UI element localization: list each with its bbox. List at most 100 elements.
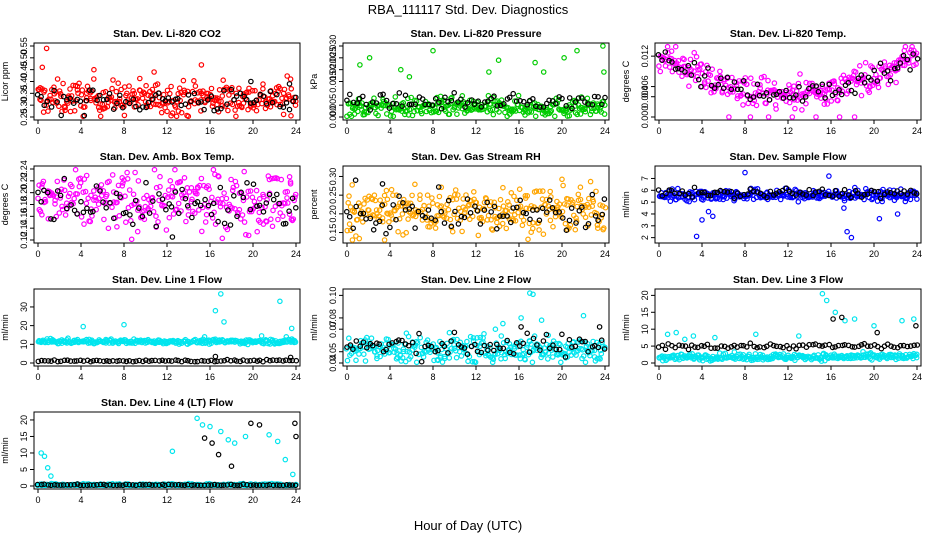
- outlier-point: [596, 324, 603, 330]
- y-tick-label: 15: [19, 431, 29, 441]
- data-point: [854, 190, 861, 197]
- data-point: [90, 357, 97, 364]
- data-point: [855, 187, 861, 194]
- x-tick-label: 0: [344, 372, 349, 382]
- data-point: [662, 346, 669, 353]
- data-point: [282, 200, 288, 207]
- data-point: [391, 349, 398, 356]
- data-point: [569, 344, 575, 350]
- data-point: [404, 348, 410, 355]
- data-point: [362, 358, 369, 364]
- data-point: [65, 100, 71, 106]
- x-tick-label: 16: [826, 372, 836, 382]
- outlier-point: [274, 438, 281, 445]
- data-point: [175, 95, 181, 102]
- data-point: [191, 482, 198, 488]
- data-point: [829, 92, 836, 99]
- data-point: [502, 109, 508, 116]
- data-point: [362, 211, 369, 217]
- outlier-point: [538, 317, 545, 324]
- data-point: [249, 87, 256, 94]
- x-tick-label: 4: [78, 372, 83, 382]
- data-point: [225, 107, 231, 114]
- data-point: [704, 62, 710, 69]
- data-point: [675, 57, 682, 64]
- data-point: [77, 482, 84, 489]
- data-point: [273, 191, 280, 198]
- data-point: [119, 183, 126, 189]
- data-point: [45, 482, 52, 488]
- data-point: [761, 73, 767, 80]
- data-point: [454, 336, 460, 343]
- data-point: [515, 92, 522, 99]
- data-point: [420, 354, 427, 360]
- data-point: [543, 209, 550, 216]
- data-point: [157, 183, 163, 190]
- data-point: [199, 228, 205, 235]
- data-point: [577, 111, 584, 117]
- y-tick-label: 0.14: [19, 219, 29, 237]
- points: [655, 290, 921, 364]
- data-point: [408, 101, 415, 108]
- outlier-point: [43, 45, 50, 52]
- data-point: [198, 357, 205, 364]
- data-point: [386, 219, 392, 225]
- data-point: [284, 73, 291, 79]
- data-point: [402, 92, 409, 99]
- data-point: [424, 337, 431, 343]
- data-point: [396, 193, 402, 200]
- data-point: [542, 349, 549, 355]
- data-point: [196, 207, 202, 213]
- data-point: [97, 113, 104, 120]
- data-point: [345, 200, 352, 206]
- data-point: [740, 102, 746, 108]
- data-point: [542, 202, 549, 208]
- data-point: [734, 86, 741, 93]
- data-point: [98, 193, 105, 199]
- data-point: [143, 357, 149, 364]
- data-point: [474, 334, 480, 341]
- x-tick-label: 16: [514, 372, 524, 382]
- data-point: [900, 52, 907, 59]
- data-point: [214, 199, 220, 205]
- points: [34, 45, 299, 120]
- outlier-point: [215, 451, 222, 458]
- data-point: [556, 201, 563, 208]
- y-tick-label: 10: [19, 448, 29, 458]
- data-point: [589, 102, 596, 108]
- outlier-point: [871, 322, 877, 329]
- data-point: [273, 357, 280, 364]
- outlier-point: [266, 431, 272, 438]
- data-point: [367, 107, 374, 113]
- data-point: [219, 235, 226, 242]
- data-point: [901, 62, 908, 69]
- data-point: [877, 195, 884, 202]
- series: [34, 78, 299, 119]
- data-point: [763, 100, 769, 107]
- data-point: [52, 201, 58, 207]
- data-point: [139, 213, 146, 220]
- outlier-point: [194, 415, 200, 422]
- data-point: [525, 110, 532, 116]
- data-point: [429, 200, 436, 207]
- data-point: [186, 189, 193, 195]
- data-point: [130, 358, 136, 365]
- data-point: [357, 210, 364, 217]
- data-point: [56, 88, 63, 94]
- y-axis-label: degrees C: [621, 60, 631, 102]
- outlier-point: [841, 205, 847, 211]
- y-tick-label: 10: [19, 339, 29, 349]
- data-point: [192, 83, 199, 89]
- data-point: [520, 209, 527, 216]
- data-point: [116, 213, 123, 219]
- data-point: [205, 97, 211, 103]
- x-tick-label: 4: [78, 495, 83, 505]
- data-point: [599, 211, 606, 218]
- series: [655, 314, 921, 353]
- data-point: [887, 72, 894, 78]
- data-point: [448, 338, 454, 344]
- data-point: [747, 340, 754, 347]
- data-point: [151, 166, 158, 173]
- x-tick-label: 24: [600, 126, 610, 136]
- data-point: [728, 343, 735, 350]
